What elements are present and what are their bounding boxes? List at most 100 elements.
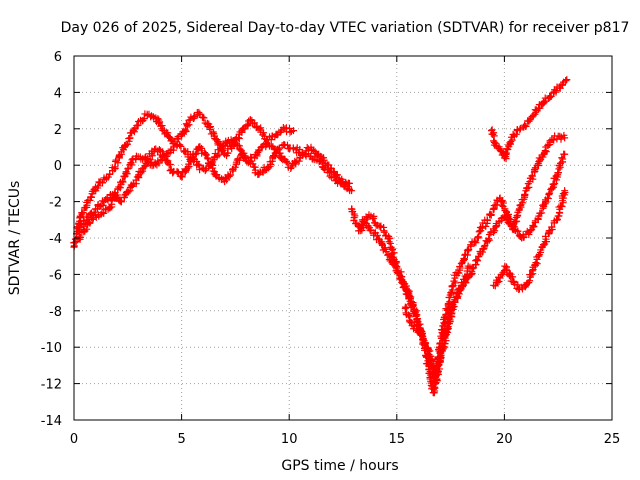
- data-point-interp: [217, 146, 225, 154]
- data-point-interp: [526, 277, 534, 285]
- data-point-interp: [428, 365, 436, 373]
- data-point: [561, 134, 569, 142]
- data-point-interp: [236, 146, 244, 154]
- series-3: [72, 136, 353, 246]
- axis-ticks: [73, 55, 613, 421]
- data-point-interp: [446, 316, 454, 324]
- data-point-interp: [491, 282, 499, 290]
- data-point-interp: [134, 121, 142, 129]
- data-point-interp: [156, 118, 164, 126]
- chart-title: Day 026 of 2025, Sidereal Day-to-day VTE…: [61, 20, 630, 36]
- data-point-interp: [474, 233, 482, 241]
- data-point-interp: [175, 135, 183, 143]
- data-point-interp: [503, 215, 511, 223]
- data-point-interp: [236, 156, 244, 164]
- data-point-interp: [225, 172, 233, 180]
- data-point-interp: [166, 161, 174, 169]
- data-point: [500, 154, 508, 162]
- tick-labels: 0 5 10 15 20 25 -14 -12 -10 -8 -6 -4 -2 0 2 4 6: [41, 50, 621, 447]
- data-point-interp: [324, 161, 332, 169]
- data-point-interp: [261, 167, 269, 175]
- y-tick-label: -6: [49, 268, 62, 283]
- data-point-interp: [562, 76, 570, 84]
- y-tick-label: -10: [41, 341, 62, 356]
- data-point: [178, 172, 186, 180]
- data-point-interp: [117, 198, 125, 206]
- y-tick-label: -2: [49, 196, 62, 211]
- data-point-interp: [472, 239, 480, 247]
- data-point: [255, 125, 263, 133]
- data-point-interp: [553, 216, 561, 224]
- data-point-interp: [514, 227, 522, 235]
- data-point-interp: [548, 223, 556, 231]
- data-point-interp: [94, 182, 102, 190]
- data-point-interp: [227, 171, 235, 179]
- data-point-interp: [521, 121, 529, 129]
- data-point-interp: [504, 218, 512, 226]
- data-point-interp: [514, 208, 522, 216]
- data-point-interp: [549, 181, 557, 189]
- data-point-interp: [474, 257, 482, 265]
- data-point: [203, 154, 211, 162]
- data-point-interp: [320, 156, 328, 164]
- data-point-interp: [126, 134, 134, 142]
- data-point-interp: [182, 126, 190, 134]
- data-point-interp: [87, 193, 95, 201]
- data-point-interp: [186, 151, 194, 159]
- data-point-interp: [501, 262, 509, 270]
- data-point-interp: [545, 190, 553, 198]
- data-point-interp: [536, 157, 544, 165]
- x-tick-label: 10: [281, 432, 298, 447]
- data-point-interp: [487, 211, 495, 219]
- data-point-interp: [191, 112, 199, 120]
- data-point-interp: [559, 155, 567, 163]
- data-point-interp: [96, 203, 104, 211]
- data-point-interp: [512, 130, 520, 138]
- data-point-interp: [536, 104, 544, 112]
- data-point-interp: [424, 344, 432, 352]
- data-point-interp: [490, 129, 498, 137]
- data-point-interp: [98, 197, 106, 205]
- x-tick-label: 20: [496, 432, 513, 447]
- data-point-interp: [100, 209, 108, 217]
- data-point-interp: [124, 188, 132, 196]
- data-point-interp: [490, 132, 498, 140]
- data-point-interp: [540, 99, 548, 107]
- data-point-interp: [516, 124, 524, 132]
- data-point-interp: [229, 137, 237, 145]
- data-point-interp: [244, 121, 252, 129]
- data-point-interp: [559, 190, 567, 198]
- data-point-interp: [491, 227, 499, 235]
- series-7: [490, 187, 569, 294]
- data-point-interp: [514, 281, 522, 289]
- data-point-interp: [401, 305, 409, 313]
- data-point-interp: [369, 215, 377, 223]
- data-point-interp: [485, 235, 493, 243]
- data-point-interp: [526, 227, 534, 235]
- y-tick-label: 2: [54, 123, 62, 138]
- data-point-interp: [481, 241, 489, 249]
- data-point-interp: [475, 228, 483, 236]
- data-point: [348, 187, 356, 195]
- y-tick-label: 6: [54, 50, 62, 65]
- data-point-interp: [255, 147, 263, 155]
- data-point-interp: [489, 130, 497, 138]
- data-point-interp: [234, 134, 242, 142]
- data-point-interp: [409, 302, 417, 310]
- data-point: [401, 285, 409, 293]
- data-point-interp: [445, 318, 453, 326]
- data-point-interp: [436, 365, 444, 373]
- data-point-interp: [434, 369, 442, 377]
- y-tick-label: 4: [54, 86, 62, 101]
- data-point-interp: [532, 259, 540, 267]
- data-point-interp: [267, 136, 275, 144]
- data-point: [528, 267, 536, 275]
- data-point-interp: [530, 222, 538, 230]
- data-point-interp: [124, 164, 132, 172]
- data-point-interp: [127, 159, 135, 167]
- data-point-interp: [435, 361, 443, 369]
- data-point-interp: [493, 222, 501, 230]
- data-point-interp: [215, 151, 223, 159]
- data-point-interp: [118, 177, 126, 185]
